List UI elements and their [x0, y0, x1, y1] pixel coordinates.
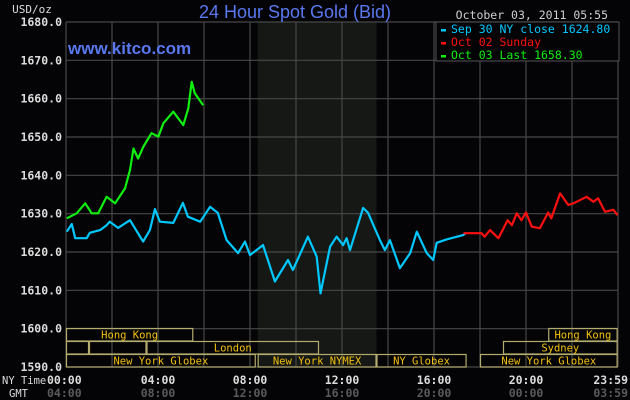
y-tick-label: 1660.0 [20, 92, 62, 106]
y-tick-label: 1630.0 [20, 207, 62, 221]
y-tick-label: 1610.0 [20, 283, 62, 297]
session-box [376, 353, 467, 368]
session-label: New York Globex [113, 356, 208, 368]
x-tick-label-gmt: 04:00 [47, 386, 82, 400]
x-tick-label-gmt: 16:00 [325, 386, 360, 400]
series-line-1 [463, 192, 619, 240]
y-tick-labels: 1680.0 1670.0 1660.0 1650.0 1640.0 1630.0 1620… [20, 15, 62, 374]
x-tick-label-ny: 12:00 [325, 373, 360, 387]
legend-box [435, 21, 620, 62]
series-line-2 [66, 80, 205, 220]
session-label: Hong Kong [554, 330, 611, 342]
kitco-watermark[interactable]: www.kitco.com [67, 39, 191, 58]
session-box [65, 353, 256, 368]
legend-entry: Sep 30 NY close 1624.80 [451, 22, 610, 36]
shaded-period [257, 22, 377, 367]
session-label: New York Globex [501, 356, 596, 368]
session-label: NY Globex [393, 356, 450, 368]
series-line-0 [65, 201, 466, 295]
x-tick-label-gmt: 03:59 [593, 386, 628, 400]
x-tick-label-ny: 20:00 [509, 373, 544, 387]
x-tick-label-ny: 16:00 [417, 373, 452, 387]
x-tick-label-ny: 00:00 [47, 373, 82, 387]
y-tick-label: 1650.0 [20, 130, 62, 144]
y-tick-label: 1600.0 [20, 322, 62, 336]
legend-swatch [441, 55, 446, 58]
legend-entry: Oct 02 Sunday [451, 35, 541, 49]
session-label: Hong Kong [101, 330, 158, 342]
ny-time-label: NY Time [2, 375, 46, 387]
y-tick-label: 1620.0 [20, 245, 62, 259]
y-tick-label: 1590.0 [20, 360, 62, 374]
x-tick-label-gmt: 00:00 [509, 386, 544, 400]
x-tick-label-gmt: 08:00 [141, 386, 176, 400]
x-tick-label-ny: 08:00 [233, 373, 268, 387]
x-tick-label-gmt: 12:00 [233, 386, 268, 400]
y-axis-label: USD/oz [12, 3, 52, 16]
series-lines [65, 80, 619, 295]
x-tick-labels: 00:0004:0004:0008:0008:0012:0012:0016:00… [47, 373, 628, 400]
timestamp: October 03, 2011 05:55 [456, 8, 608, 22]
y-tick-label: 1670.0 [20, 53, 62, 67]
session-label: Sydney [541, 343, 579, 355]
session-box [257, 353, 377, 368]
x-tick-label-gmt: 20:00 [417, 386, 452, 400]
legend-swatch [441, 42, 446, 45]
legend-swatch [441, 29, 446, 32]
session-label: London [214, 343, 252, 355]
session-box [479, 353, 618, 368]
x-tick-label-ny: 23:59 [593, 373, 628, 387]
session-label: New York NYMEX [273, 356, 362, 368]
x-tick-label-ny: 04:00 [141, 373, 176, 387]
gmt-label: GMT [9, 388, 29, 400]
y-tick-label: 1640.0 [20, 168, 62, 182]
chart-title: 24 Hour Spot Gold (Bid) [199, 2, 391, 22]
legend-entry: Oct 03 Last 1658.30 [451, 48, 583, 62]
y-tick-label: 1680.0 [20, 15, 62, 29]
